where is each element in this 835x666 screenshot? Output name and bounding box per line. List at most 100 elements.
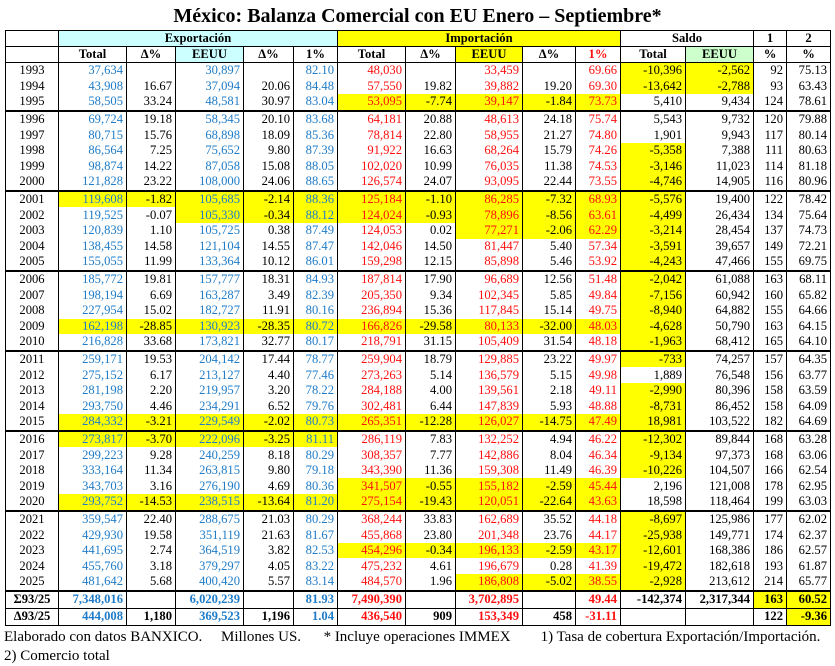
cell-saldo-eeuu: 60,942 [685, 287, 754, 303]
year-cell: 2017 [5, 447, 59, 463]
cell-coverage: 163 [753, 270, 787, 288]
cell-imp-eeuu: 77,271 [455, 222, 523, 239]
table-row: 2023 441,695 2.74 364,519 3.82 82.53 454,296 -0… [5, 542, 831, 559]
cell-exp-total: 185,772 [58, 270, 127, 288]
cell-exp-share: 88.65 [293, 174, 338, 192]
cell-exp-delta: -1.82 [126, 190, 176, 208]
cell-imp-share: 68.93 [575, 190, 621, 208]
cell-imp-eeuu: 96,689 [455, 270, 523, 288]
cell-total-trade: 74.73 [786, 222, 831, 239]
cell-saldo-eeuu: 104,507 [685, 462, 754, 479]
cell-imp-delta: 6.44 [405, 398, 456, 415]
year-cell: 2018 [5, 462, 59, 479]
cell-imp-eeuu: 142,886 [455, 447, 523, 463]
cell-saldo-total: -10,396 [620, 62, 686, 79]
cell-exp-delta: 19.58 [126, 527, 176, 543]
cell-saldo-total: -8,731 [620, 398, 686, 415]
column-header-saldo-eeuu: EEUU [685, 46, 754, 63]
cell-imp-delta: -19.43 [405, 494, 456, 512]
cell-exp-delta: 5.68 [126, 574, 176, 592]
cell-total-trade: 64.69 [786, 414, 831, 432]
cell-exp-share: 77.46 [293, 367, 338, 383]
cell-saldo-total: -19,472 [620, 558, 686, 574]
cell-exp-eeuu: 75,652 [175, 142, 244, 159]
cell-exp-eeuu: 68,898 [175, 127, 244, 143]
cell-exp-eeuu-delta: 4.40 [243, 367, 294, 383]
table-row: 2018 333,164 11.34 263,815 9.80 79.18 343,390 1… [5, 462, 831, 479]
cell-exp-total: 343,703 [58, 478, 127, 495]
cell-exp-total: 119,525 [58, 207, 127, 223]
cell-imp-eeuu-delta: 0.28 [522, 558, 576, 574]
column-header-imp-eeuu-delta: Δ% [522, 46, 576, 63]
cell-imp-eeuu: 120,051 [455, 494, 523, 512]
cell-imp-share: 69.66 [575, 62, 621, 79]
cell-saldo-eeuu: 118,464 [685, 494, 754, 512]
cell-exp-eeuu-delta: 20.10 [243, 110, 294, 128]
cell-coverage: 124 [753, 94, 787, 112]
cell-exp-total: 86,564 [58, 142, 127, 159]
cell-exp-delta: 11.99 [126, 254, 176, 272]
cell-coverage: 158 [753, 382, 787, 399]
cell-imp-share: 74.80 [575, 127, 621, 143]
cell-imp-share: 46.22 [575, 430, 621, 448]
cell-exp-share: 83.14 [293, 574, 338, 592]
cell-imp-eeuu: 201,348 [455, 527, 523, 543]
cell-imp-eeuu-delta [522, 590, 576, 609]
cell-saldo-total: -10,226 [620, 462, 686, 479]
cell-exp-eeuu: 157,777 [175, 270, 244, 288]
year-cell: 2016 [5, 430, 59, 448]
cell-imp-eeuu-delta: 8.04 [522, 447, 576, 463]
cell-imp-total: 273,263 [337, 367, 406, 383]
cell-exp-eeuu: 87,058 [175, 158, 244, 175]
cell-exp-eeuu: 229,549 [175, 414, 244, 432]
year-cell: 2023 [5, 542, 59, 559]
cell-imp-total: 368,244 [337, 510, 406, 528]
cell-exp-eeuu-delta: 14.55 [243, 238, 294, 255]
cell-imp-eeuu: 33,459 [455, 62, 523, 79]
column-header-imp-total: Total [337, 46, 406, 63]
table-row: 2003 120,839 1.10 105,725 0.38 87.49 124,053 0.… [5, 222, 831, 239]
cell-exp-eeuu-delta: -28.35 [243, 318, 294, 335]
cell-exp-eeuu-delta: 5.57 [243, 574, 294, 592]
cell-exp-share: 82.39 [293, 287, 338, 303]
cell-total-trade: 64.10 [786, 334, 831, 352]
cell-coverage: 199 [753, 494, 787, 512]
group-1: 1 [753, 30, 787, 47]
cell-exp-delta: -28.85 [126, 318, 176, 335]
cell-coverage: 116 [753, 174, 787, 192]
cell-saldo-eeuu: 39,657 [685, 238, 754, 255]
cell-coverage: 137 [753, 222, 787, 239]
cell-saldo-total: 1,889 [620, 367, 686, 383]
cell-exp-share: 88.12 [293, 207, 338, 223]
cell-saldo-eeuu: 121,008 [685, 478, 754, 495]
table-row: 1999 98,874 14.22 87,058 15.08 88.05 102,020 10… [5, 158, 831, 175]
cell-exp-total: 37,634 [58, 62, 127, 79]
cell-exp-total: 429,930 [58, 527, 127, 543]
cell-exp-share: 82.10 [293, 62, 338, 79]
cell-exp-eeuu-delta: 18.31 [243, 270, 294, 288]
cell-exp-share: 1.04 [293, 607, 338, 626]
cell-exp-eeuu: 30,897 [175, 62, 244, 79]
cell-coverage: 168 [753, 447, 787, 463]
cell-imp-eeuu-delta: 24.18 [522, 110, 576, 128]
cell-saldo-eeuu: 86,452 [685, 398, 754, 415]
cell-total-trade: 65.77 [786, 574, 831, 592]
year-cell: 2022 [5, 527, 59, 543]
cell-exp-total: 441,695 [58, 542, 127, 559]
cell-exp-delta: 7.25 [126, 142, 176, 159]
cell-imp-eeuu-delta: -2.59 [522, 478, 576, 495]
cell-imp-total: 142,046 [337, 238, 406, 255]
cell-exp-delta: 33.68 [126, 334, 176, 352]
cell-imp-total: 7,490,390 [337, 590, 406, 609]
cell-saldo-eeuu: 76,548 [685, 367, 754, 383]
cell-saldo-eeuu: 125,986 [685, 510, 754, 528]
cell-total-trade: 78.61 [786, 94, 831, 112]
cell-saldo-eeuu: 19,400 [685, 190, 754, 208]
table-row: 2020 293,752 -14.53 238,515 -13.64 81.20 275,1… [5, 494, 831, 512]
group-saldo: Saldo [620, 30, 754, 47]
cell-imp-share: 43.63 [575, 494, 621, 512]
cell-imp-delta: 0.02 [405, 222, 456, 239]
cell-coverage: 155 [753, 302, 787, 319]
cell-imp-eeuu-delta: 23.22 [522, 350, 576, 368]
cell-exp-total: 162,198 [58, 318, 127, 335]
